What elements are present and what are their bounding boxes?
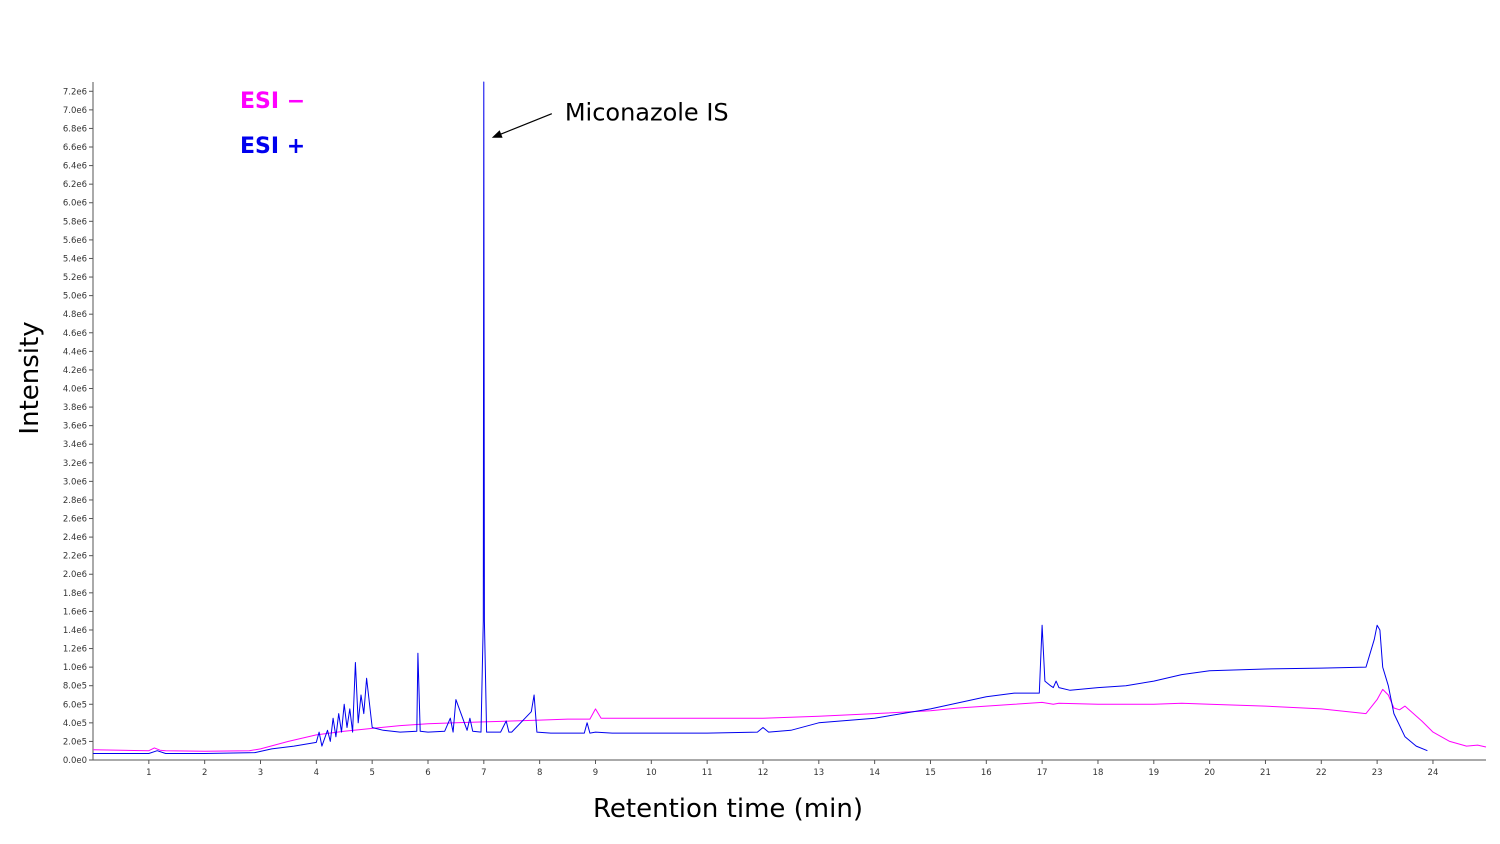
x-tick-label: 11 [702,768,713,778]
y-tick-label: 3.8e6 [63,403,87,413]
y-tick-label: 1.0e6 [63,663,87,673]
y-tick-label: 7.2e6 [63,87,87,97]
x-tick-label: 6 [425,768,430,778]
y-tick-label: 2.6e6 [63,515,87,525]
y-tick-label: 5.4e6 [63,254,87,264]
x-tick-label: 24 [1428,768,1439,778]
y-tick-label: 1.6e6 [63,607,87,617]
x-axis-ticks: 1 2 3 4 5 6 7 8 9 10 11 12 13 14 15 16 17 18 19 20 21 22 23 24 [146,760,1438,778]
x-tick-label: 3 [258,768,263,778]
series-line-esi-minus [92,688,1487,752]
x-tick-label: 4 [314,768,319,778]
x-tick-label: 12 [758,768,769,778]
x-tick-label: 2 [202,768,207,778]
x-axis-title: Retention time (min) [593,794,863,824]
y-tick-label: 5.6e6 [63,236,87,246]
legend-entry-esi-minus: ESI − [240,89,305,114]
x-tick-label: 21 [1260,768,1271,778]
y-tick-label: 6.6e6 [63,143,87,153]
y-tick-label: 6.8e6 [63,124,87,134]
y-tick-label: 5.0e6 [63,292,87,302]
series-line-esi-plus [93,81,1428,754]
x-tick-label: 16 [981,768,992,778]
x-tick-label: 20 [1204,768,1215,778]
y-tick-label: 6.0e5 [63,700,87,710]
y-tick-label: 1.4e6 [63,626,87,636]
x-tick-label: 9 [593,768,598,778]
annotation-arrow [497,113,553,136]
y-tick-label: 4.4e6 [63,347,87,357]
y-tick-label: 3.6e6 [63,422,87,432]
series-layer [92,81,1487,754]
y-tick-label: 4.8e6 [63,310,87,320]
y-tick-label: 2.0e5 [63,737,87,747]
y-tick-label: 3.4e6 [63,440,87,450]
y-tick-label: 5.8e6 [63,217,87,227]
x-tick-label: 8 [537,768,542,778]
x-tick-label: 13 [813,768,824,778]
y-tick-label: 5.2e6 [63,273,87,283]
x-tick-label: 18 [1093,768,1104,778]
y-tick-label: 3.2e6 [63,459,87,469]
y-tick-label: 2.2e6 [63,552,87,562]
annotation-arrow-head [491,130,503,138]
x-tick-label: 17 [1037,768,1048,778]
legend: ESI − ESI + [240,89,305,159]
x-tick-label: 14 [869,768,880,778]
y-tick-label: 4.2e6 [63,366,87,376]
y-tick-label: 4.6e6 [63,329,87,339]
y-tick-label: 0.0e0 [63,756,87,766]
y-tick-label: 3.0e6 [63,477,87,487]
x-tick-label: 7 [481,768,486,778]
annotation-miconazole: Miconazole IS [491,99,729,138]
y-tick-label: 4.0e5 [63,719,87,729]
y-tick-label: 2.4e6 [63,533,87,543]
y-tick-label: 2.0e6 [63,570,87,580]
y-tick-label: 6.2e6 [63,180,87,190]
y-tick-label: 4.0e6 [63,384,87,394]
x-tick-label: 5 [369,768,374,778]
y-tick-label: 8.0e5 [63,682,87,692]
x-tick-label: 22 [1316,768,1327,778]
y-tick-label: 1.2e6 [63,645,87,655]
x-tick-label: 10 [646,768,657,778]
y-axis-title: Intensity [15,321,45,434]
y-tick-label: 2.8e6 [63,496,87,506]
y-tick-label: 6.4e6 [63,162,87,172]
x-tick-label: 1 [146,768,151,778]
y-tick-label: 6.0e6 [63,199,87,209]
x-tick-label: 19 [1148,768,1159,778]
legend-entry-esi-plus: ESI + [240,134,305,159]
axes [92,82,1486,761]
y-axis-ticks: 0.0e0 2.0e5 4.0e5 6.0e5 8.0e5 1.0e6 1.2e6 1.4e6… [63,87,93,766]
y-tick-label: 7.0e6 [63,106,87,116]
y-tick-label: 1.8e6 [63,589,87,599]
x-tick-label: 15 [925,768,936,778]
annotation-label: Miconazole IS [565,99,729,127]
x-tick-label: 23 [1372,768,1383,778]
